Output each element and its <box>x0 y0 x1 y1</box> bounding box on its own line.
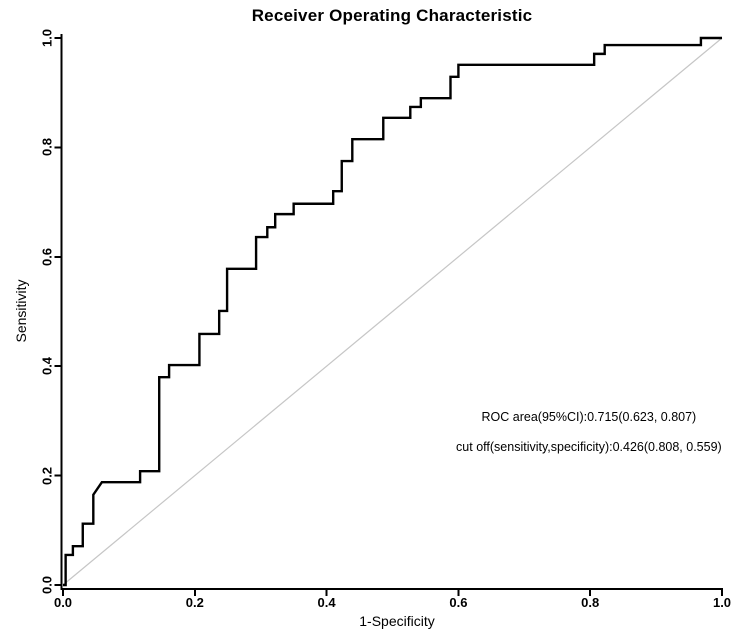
x-tick-label: 0.0 <box>53 595 73 610</box>
y-tick-label: 0.8 <box>39 138 55 157</box>
x-axis-label: 1-Specificity <box>359 613 435 629</box>
x-tick-label: 1.0 <box>712 595 732 610</box>
x-tick-label: 0.6 <box>449 595 468 610</box>
chart-title: Receiver Operating Characteristic <box>251 6 533 25</box>
x-tick-label: 0.2 <box>185 595 204 610</box>
stat-annotation: cut off(sensitivity,specificity):0.426(0… <box>456 440 722 455</box>
y-tick-label: 0.0 <box>39 575 55 595</box>
roc-curve <box>63 36 722 587</box>
y-tick-label: 0.4 <box>39 357 55 376</box>
y-tick-label: 0.6 <box>39 247 55 266</box>
reference-diagonal <box>62 37 723 586</box>
x-tick-label: 0.4 <box>317 595 336 610</box>
y-axis-label: Sensitivity <box>13 279 29 343</box>
stat-annotation: ROC area(95%CI):0.715(0.623, 0.807) <box>481 410 697 425</box>
y-tick-label: 1.0 <box>39 28 55 48</box>
y-tick-label: 0.2 <box>39 466 55 485</box>
x-tick-label: 0.8 <box>581 595 600 610</box>
